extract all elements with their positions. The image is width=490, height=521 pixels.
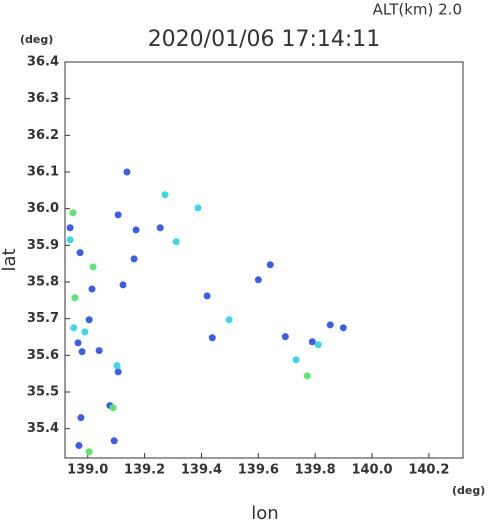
echo-point (66, 236, 74, 244)
echo-point (194, 204, 202, 212)
echo-point (326, 321, 334, 329)
y-tick-label: 35.9 (27, 238, 59, 253)
x-unit: (deg) (452, 484, 485, 497)
echo-point (339, 324, 347, 332)
y-tick-label: 35.8 (27, 275, 59, 290)
echo-point (172, 238, 180, 246)
y-tick-label: 36.1 (27, 165, 59, 180)
echo-point (70, 324, 78, 332)
echo-point (110, 437, 118, 445)
echo-point (114, 211, 122, 219)
echo-point (95, 347, 103, 355)
echo-point (203, 292, 211, 300)
y-tick-label: 36.3 (27, 91, 59, 106)
echo-point (308, 338, 316, 346)
x-tick-label: 140.0 (351, 463, 392, 478)
echo-point (88, 285, 96, 293)
y-unit: (deg) (20, 33, 53, 46)
echo-point (113, 362, 121, 370)
echo-point (74, 339, 82, 347)
y-tick-label: 36.2 (27, 128, 59, 143)
y-tick-label: 35.6 (27, 348, 59, 363)
echo-point (161, 191, 169, 199)
echo-point (77, 414, 85, 422)
y-axis-label: lat (0, 248, 20, 271)
echo-point (208, 334, 216, 342)
echo-point (254, 276, 262, 284)
x-tick-label: 139.6 (238, 463, 279, 478)
echo-point (281, 333, 289, 341)
echo-point (75, 442, 83, 450)
echo-point (89, 263, 97, 271)
echo-point (119, 281, 127, 289)
echo-point (292, 356, 300, 364)
echo-point (69, 209, 77, 217)
x-tick-label: 140.2 (408, 463, 449, 478)
x-tick-label: 139.4 (181, 463, 222, 478)
x-tick-label: 139.8 (295, 463, 336, 478)
echo-point (303, 372, 311, 380)
echo-point (85, 316, 93, 324)
y-tick-label: 36.0 (27, 201, 59, 216)
echo-point (78, 348, 86, 356)
echo-point (85, 448, 93, 456)
echo-point (123, 168, 131, 176)
subtitle: ALT(km) 2.0 (373, 1, 462, 19)
echo-point (130, 255, 138, 263)
plot-frame (64, 61, 464, 459)
x-tick-label: 139.2 (124, 463, 165, 478)
echo-point (109, 404, 117, 412)
y-tick-label: 35.4 (27, 421, 59, 436)
echo-point (71, 294, 79, 302)
echo-point (225, 316, 233, 324)
echo-point (114, 368, 122, 376)
y-tick-label: 35.5 (27, 385, 59, 400)
echo-point (66, 224, 74, 232)
echo-point (76, 249, 84, 257)
y-tick-label: 35.7 (27, 311, 59, 326)
x-axis-label: lon (251, 503, 278, 521)
echo-point (132, 226, 140, 234)
chart-title: 2020/01/06 17:14:11 (148, 27, 381, 52)
x-tick-label: 139.0 (67, 463, 108, 478)
echo-point (314, 341, 322, 349)
y-tick-label: 36.4 (27, 55, 59, 70)
echo-point (156, 224, 164, 232)
echo-point (81, 328, 89, 336)
echo-point (266, 261, 274, 269)
